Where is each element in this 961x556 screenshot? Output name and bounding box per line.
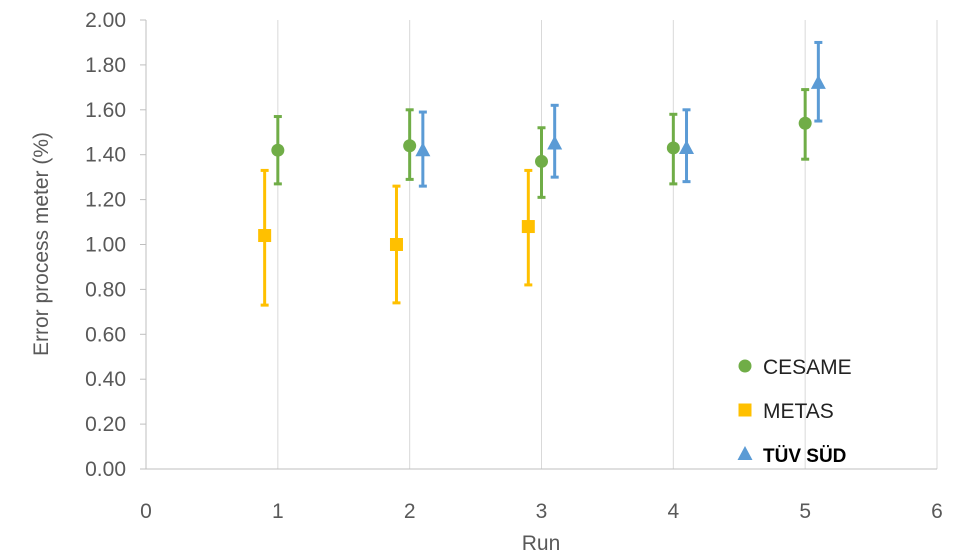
y-tick-1.40: 1.40: [85, 144, 126, 167]
x-tick-1: 1: [272, 500, 284, 523]
y-tick-0.20: 0.20: [85, 413, 126, 436]
legend-label-1: METAS: [763, 400, 834, 423]
y-axis-title: Error process meter (%): [30, 132, 53, 356]
legend: CESAME METAS TÜV SÜD: [737, 356, 852, 467]
legend-marker-1: [738, 403, 752, 417]
y-tick-0.40: 0.40: [85, 368, 126, 391]
x-tick-3: 3: [536, 500, 548, 523]
grid-lines: [277, 20, 938, 469]
data-point: [271, 143, 285, 157]
y-tick-1.20: 1.20: [85, 189, 126, 212]
y-tick-0.00: 0.00: [85, 458, 126, 481]
x-tick-6: 6: [931, 500, 943, 523]
legend-marker-2: [737, 446, 753, 460]
data-point: [521, 220, 535, 234]
y-tick-0.60: 0.60: [85, 323, 126, 346]
axes: [140, 19, 937, 470]
x-tick-labels: 0 1 2 3 4 5 6: [140, 500, 943, 523]
x-tick-2: 2: [404, 500, 416, 523]
data-point: [403, 139, 417, 153]
legend-label-0: CESAME: [763, 356, 852, 379]
y-tick-1.80: 1.80: [85, 54, 126, 77]
y-tick-2.00: 2.00: [85, 9, 126, 32]
legend-label-2: TÜV SÜD: [763, 446, 846, 467]
y-tick-1.00: 1.00: [85, 234, 126, 257]
x-tick-4: 4: [667, 500, 679, 523]
data-series: [258, 40, 826, 307]
y-tick-0.80: 0.80: [85, 278, 126, 301]
data-point: [547, 135, 563, 150]
data-point: [415, 142, 431, 157]
x-axis-title: Run: [522, 532, 561, 555]
data-point: [258, 229, 272, 243]
series-cesame: [271, 88, 812, 199]
y-tick-1.60: 1.60: [85, 99, 126, 122]
data-point: [389, 238, 403, 251]
data-point: [666, 141, 680, 155]
y-tick-labels: 0.00 0.20 0.40 0.60 0.80 1.00 1.20 1.40 1.60 1.80…: [85, 9, 126, 481]
series-t-v-s-d: [415, 40, 826, 188]
x-tick-0: 0: [140, 500, 152, 523]
series-metas: [258, 168, 535, 307]
data-point: [679, 139, 695, 154]
x-tick-5: 5: [799, 500, 811, 523]
data-point: [810, 74, 826, 89]
data-point: [798, 116, 812, 130]
legend-marker-0: [738, 359, 752, 373]
data-point: [535, 154, 548, 168]
